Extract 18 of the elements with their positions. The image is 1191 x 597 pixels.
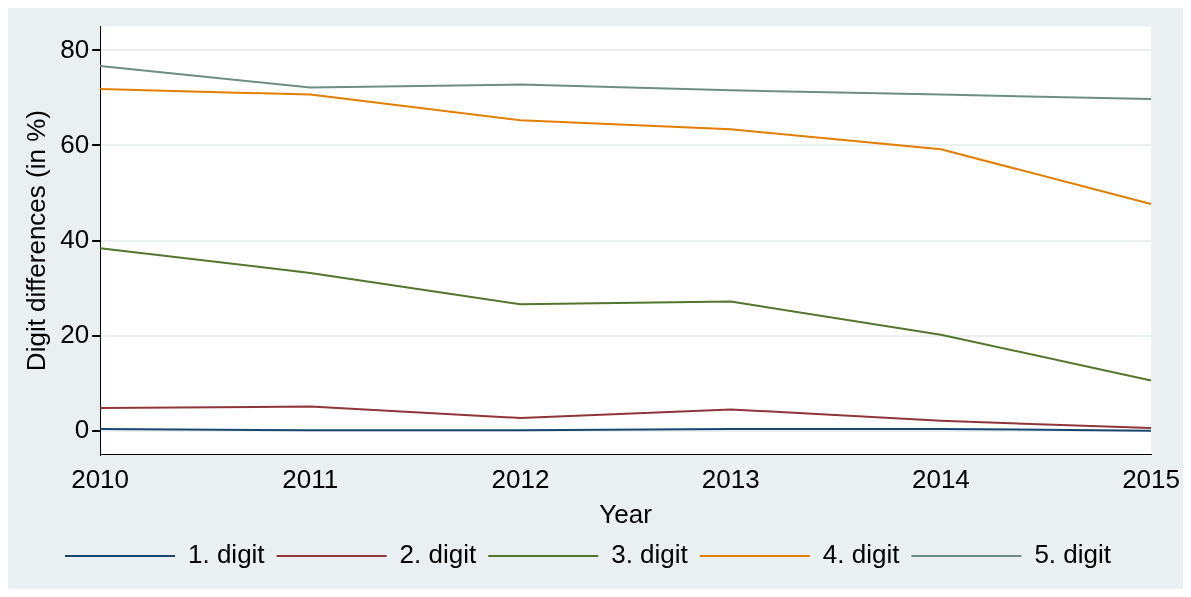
x-tick-label: 2014	[911, 464, 970, 495]
legend-label: 2. digit	[399, 539, 477, 570]
y-tick-label: 20	[60, 318, 90, 349]
y-tick-label: 0	[74, 413, 90, 444]
y-tick-label: 60	[60, 128, 90, 159]
y-axis-title: Digit differences (in %)	[20, 110, 51, 372]
x-tick-label: 2015	[1122, 464, 1180, 495]
y-tick-label: 80	[60, 33, 90, 64]
x-tick-label: 2011	[282, 464, 339, 495]
x-tick-label: 2013	[701, 464, 760, 495]
legend-label: 4. digit	[822, 539, 901, 570]
x-tick-label: 2012	[491, 464, 550, 495]
legend-label: 3. digit	[611, 539, 689, 570]
y-tick-label: 40	[60, 223, 90, 254]
legend-label: 5. digit	[1034, 539, 1112, 570]
x-axis-title: Year	[599, 498, 653, 529]
x-tick-label: 2010	[71, 464, 130, 495]
legend-label: 1. digit	[187, 539, 266, 570]
